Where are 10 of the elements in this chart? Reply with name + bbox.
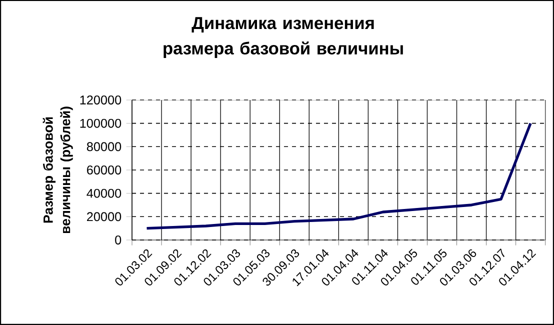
line-series [145, 122, 532, 230]
y-tick-label: 20000 [87, 212, 122, 222]
y-tick-label: 40000 [86, 188, 122, 198]
y-axis-title: Размер базовой величины (рублей) [42, 106, 73, 234]
y-tick-label: 80000 [86, 142, 122, 152]
y-tick-label: 60000 [87, 166, 122, 174]
y-tick-label: 120000 [80, 96, 122, 104]
y-tick-label: 0 [115, 236, 122, 244]
y-tick-label: 100000 [80, 118, 122, 128]
chart-title: Динамика изменения размера базовой величины [164, 17, 403, 58]
